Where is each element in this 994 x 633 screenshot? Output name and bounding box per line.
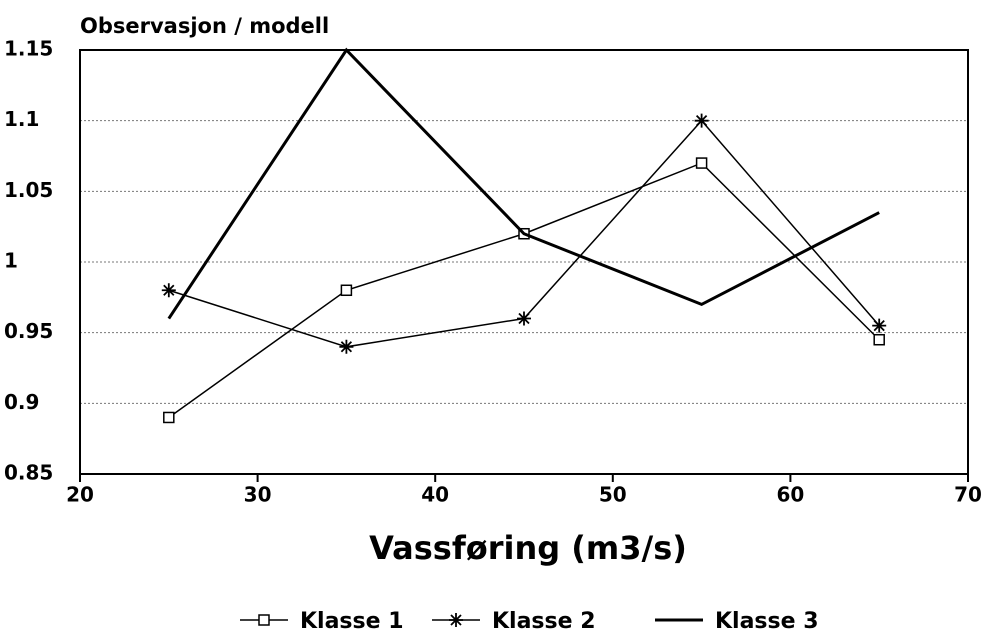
y-tick-label: 1.05 xyxy=(4,178,53,202)
plot-frame xyxy=(79,49,969,475)
y-tick-label: 0.85 xyxy=(4,461,53,485)
legend-label: Klasse 1 xyxy=(300,609,404,633)
x-tick-label: 40 xyxy=(421,483,449,507)
x-tick-label: 30 xyxy=(244,483,272,507)
marker xyxy=(163,411,175,424)
marker xyxy=(449,613,463,627)
marker xyxy=(339,339,354,354)
x-axis-label: Vassføring (m3/s) xyxy=(369,529,687,567)
marker xyxy=(517,311,531,326)
marker xyxy=(873,333,885,346)
legend-label: Klasse 2 xyxy=(492,609,596,633)
y-tick-label: 0.9 xyxy=(4,390,39,414)
x-tick-label: 20 xyxy=(66,483,94,507)
y-tick-label: 1.1 xyxy=(4,107,39,131)
marker xyxy=(695,157,708,169)
y-axis-label: Observasjon / modell xyxy=(80,14,329,38)
marker xyxy=(258,614,270,626)
marker xyxy=(872,318,887,333)
x-tick-label: 70 xyxy=(954,483,982,507)
y-tick-label: 1.15 xyxy=(4,37,53,61)
series-line xyxy=(167,47,880,320)
marker xyxy=(694,113,709,128)
x-tick-label: 60 xyxy=(776,483,804,507)
marker xyxy=(161,283,176,298)
series-line xyxy=(168,162,880,419)
y-tick-label: 0.95 xyxy=(4,319,53,343)
legend-label: Klasse 3 xyxy=(715,609,819,633)
marker xyxy=(340,284,353,297)
x-tick-label: 50 xyxy=(599,483,627,507)
y-tick-label: 1 xyxy=(4,249,18,273)
